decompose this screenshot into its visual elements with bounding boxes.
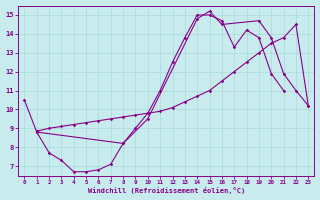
X-axis label: Windchill (Refroidissement éolien,°C): Windchill (Refroidissement éolien,°C) — [88, 187, 245, 194]
